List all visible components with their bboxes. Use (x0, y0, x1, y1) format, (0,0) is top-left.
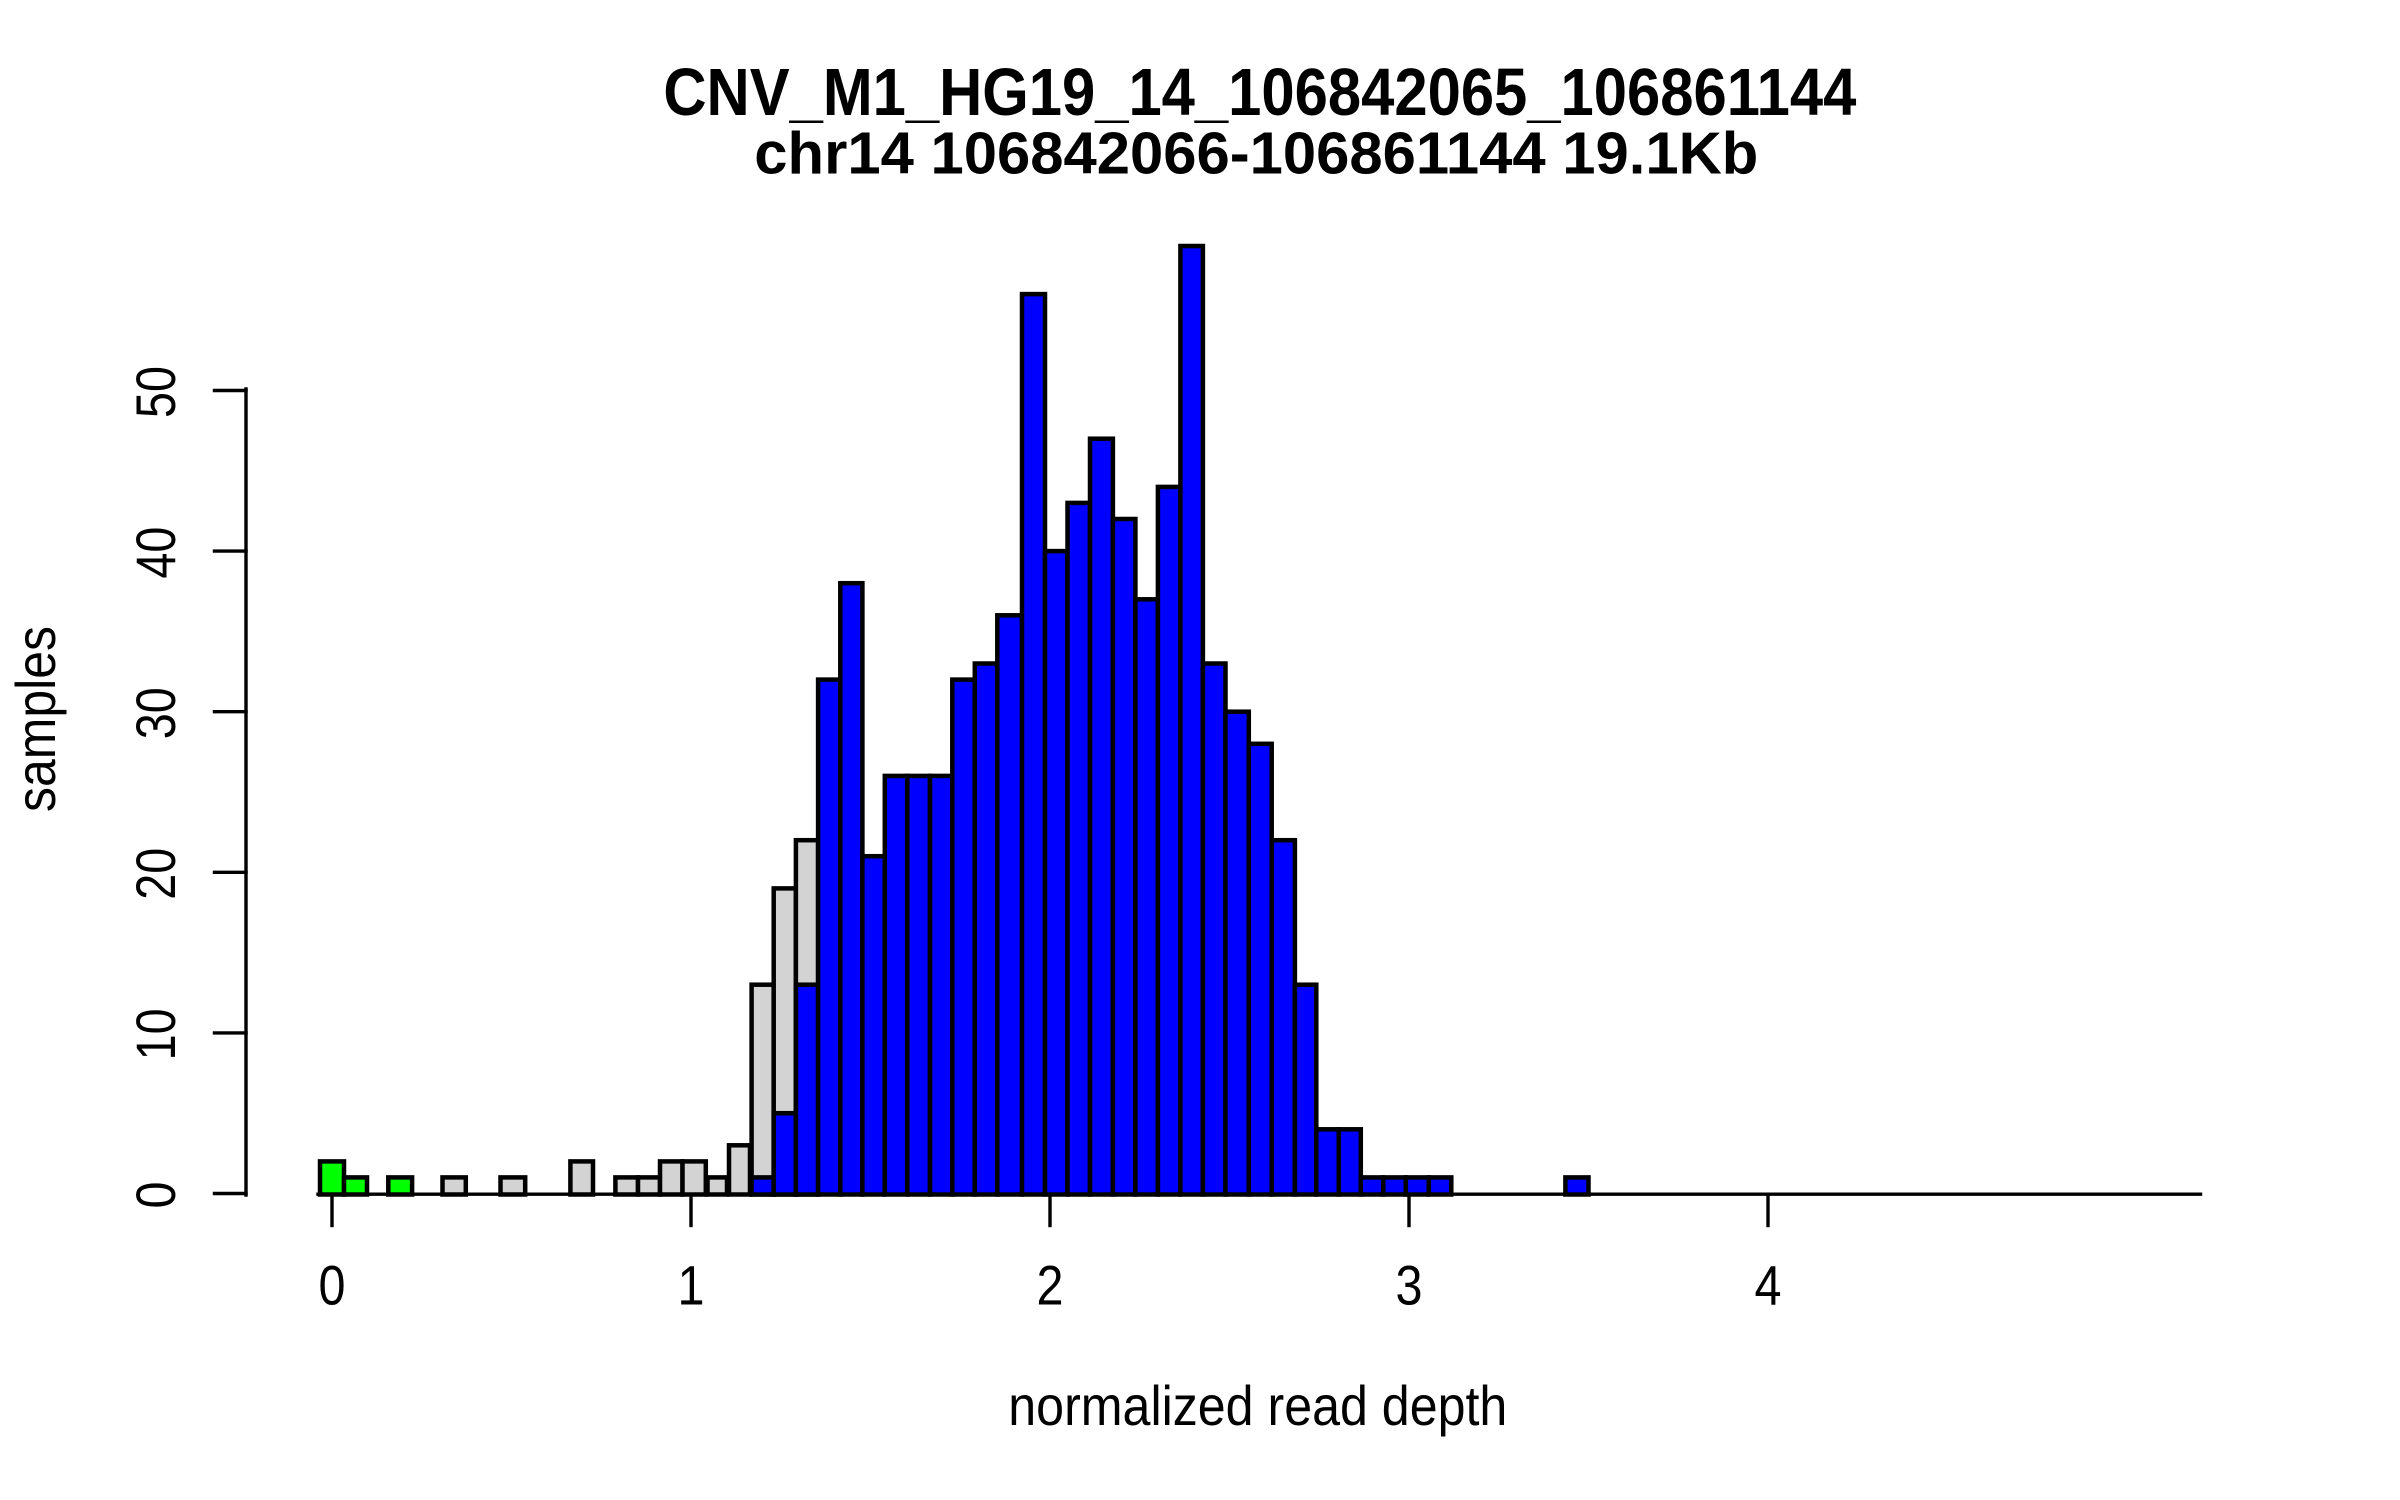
svg-text:chr14 106842066-106861144 19.1: chr14 106842066-106861144 19.1Kb (754, 121, 1758, 187)
svg-text:3: 3 (1396, 1255, 1423, 1317)
svg-text:30: 30 (125, 687, 187, 739)
svg-text:0: 0 (319, 1255, 346, 1317)
svg-text:0: 0 (125, 1182, 187, 1209)
svg-text:40: 40 (125, 527, 187, 579)
svg-text:10: 10 (125, 1008, 187, 1060)
svg-text:1: 1 (678, 1255, 705, 1317)
svg-text:normalized read depth: normalized read depth (1008, 1375, 1507, 1437)
svg-text:4: 4 (1755, 1255, 1782, 1317)
svg-text:samples: samples (5, 626, 67, 812)
svg-text:50: 50 (125, 366, 187, 418)
svg-text:20: 20 (125, 848, 187, 900)
svg-text:2: 2 (1037, 1255, 1064, 1317)
svg-text:CNV_M1_HG19_14_106842065_10686: CNV_M1_HG19_14_106842065_106861144 (663, 55, 1856, 130)
